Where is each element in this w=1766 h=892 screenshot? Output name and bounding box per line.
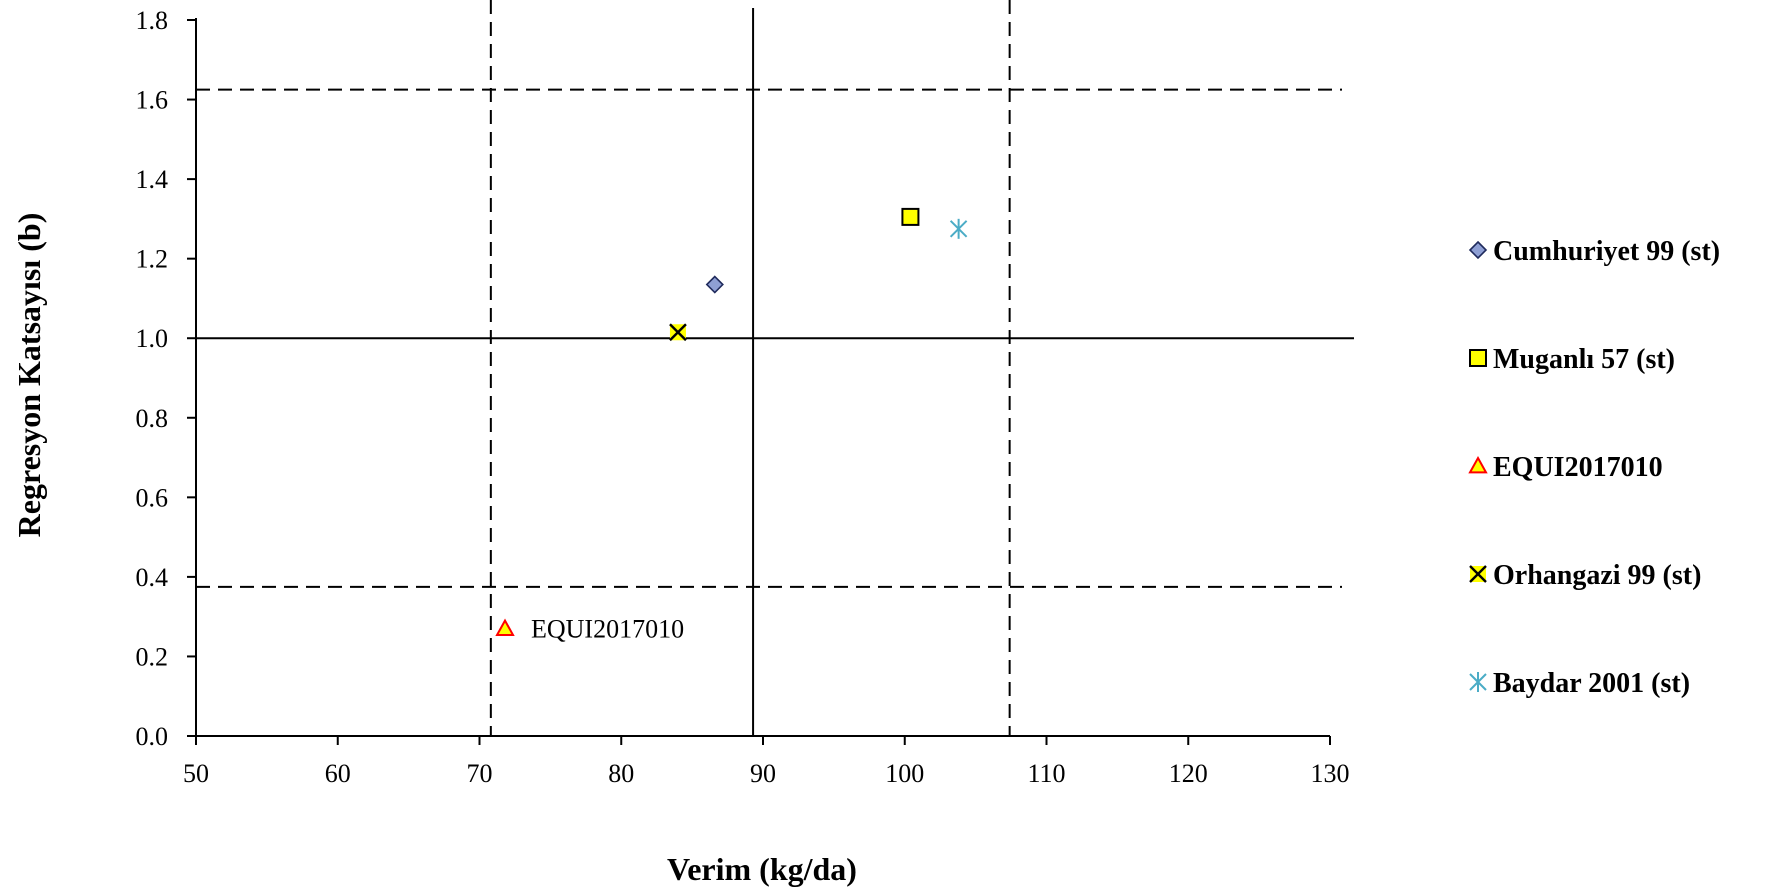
x-tick-label: 70 xyxy=(467,759,493,788)
x-tick-label: 130 xyxy=(1311,759,1350,788)
y-tick-label: 0.4 xyxy=(136,563,169,592)
legend-marker-stroke-b xyxy=(1469,565,1487,583)
x-tick-label: 110 xyxy=(1027,759,1065,788)
x-tick-label: 90 xyxy=(750,759,776,788)
legend-marker xyxy=(1469,565,1487,583)
point-annotation: EQUI2017010 xyxy=(531,615,684,644)
y-tick-label: 1.8 xyxy=(136,6,169,35)
data-point xyxy=(901,207,920,226)
x-tick-label: 100 xyxy=(885,759,924,788)
legend-item: EQUI2017010 xyxy=(1468,452,1663,483)
legend-label: EQUI2017010 xyxy=(1493,452,1663,483)
y-axis-title: Regresyon Katsayısı (b) xyxy=(11,213,47,538)
y-tick-label: 1.2 xyxy=(136,245,169,274)
data-point xyxy=(705,275,724,294)
legend-item: Baydar 2001 (st) xyxy=(1469,668,1690,699)
legend-label: Orhangazi 99 (st) xyxy=(1493,560,1701,591)
y-tick-label: 1.4 xyxy=(136,165,169,194)
x-tick-label: 120 xyxy=(1169,759,1208,788)
data-point xyxy=(949,218,968,239)
x-axis-title: Verim (kg/da) xyxy=(667,851,857,887)
data-point xyxy=(669,323,687,342)
legend-marker xyxy=(1469,349,1487,367)
y-tick-label: 0.2 xyxy=(136,642,169,671)
axes: 50 60 70 80 90 100 110 120 130 0.0 0.2 0.4 0.6 0.8 1.0… xyxy=(136,6,1350,788)
data-point xyxy=(495,618,515,636)
legend: Cumhuriyet 99 (st) Muganlı 57 (st) EQUI201… xyxy=(1468,236,1720,699)
y-tick-label: 0.0 xyxy=(136,722,169,751)
x-tick-label: 80 xyxy=(608,759,634,788)
annotations: EQUI2017010 xyxy=(531,615,684,644)
y-tick-label: 0.8 xyxy=(136,404,169,433)
y-tick-label: 0.6 xyxy=(136,483,169,512)
legend-item: Cumhuriyet 99 (st) xyxy=(1468,236,1720,267)
legend-marker xyxy=(1469,672,1487,692)
legend-marker xyxy=(1468,455,1488,474)
data-point-stroke-b xyxy=(669,323,687,342)
legend-marker xyxy=(1468,240,1488,260)
legend-label: Muganlı 57 (st) xyxy=(1493,344,1675,375)
x-tick-label: 60 xyxy=(325,759,351,788)
legend-label: Cumhuriyet 99 (st) xyxy=(1493,236,1720,267)
x-tick-label: 50 xyxy=(183,759,209,788)
legend-item: Orhangazi 99 (st) xyxy=(1469,560,1701,591)
legend-label: Baydar 2001 (st) xyxy=(1493,668,1690,699)
y-tick-label: 1.0 xyxy=(136,324,169,353)
legend-item: Muganlı 57 (st) xyxy=(1469,344,1675,375)
reference-lines xyxy=(196,0,1354,736)
y-tick-label: 1.6 xyxy=(136,86,169,115)
data-points xyxy=(495,207,968,636)
